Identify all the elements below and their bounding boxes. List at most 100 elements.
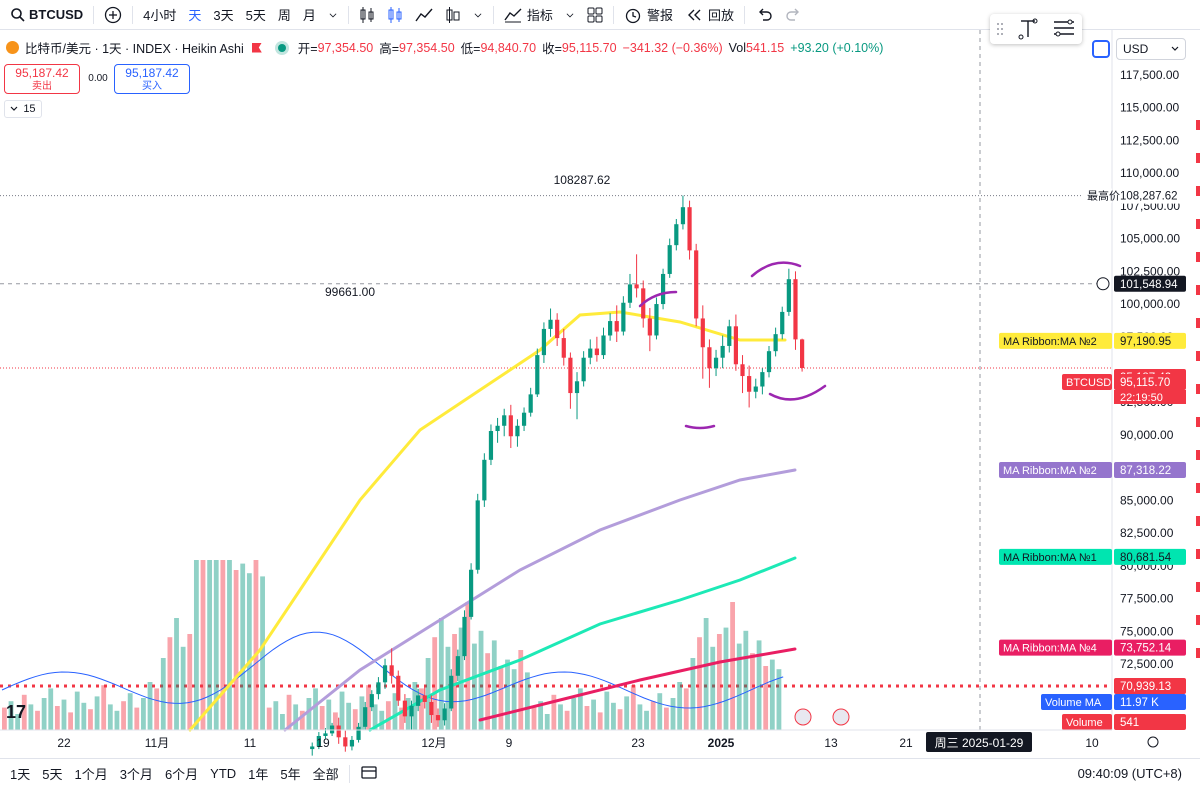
- scale-marker: [1196, 153, 1200, 163]
- candle-body: [555, 319, 560, 339]
- undo-button[interactable]: [749, 0, 779, 30]
- candle-body: [435, 715, 441, 721]
- candle-body: [760, 372, 765, 387]
- date-range-button[interactable]: [354, 764, 384, 783]
- sync-scale-icon[interactable]: [1092, 40, 1110, 58]
- price-tick: 105,000.00: [1120, 232, 1180, 246]
- bottom-range-bar: 1天 5天 1个月 3个月 6个月 YTD 1年 5年 全部 09:40:09 …: [0, 758, 1200, 788]
- interval-4h[interactable]: 4小时: [143, 8, 177, 23]
- interval-5d[interactable]: 5天: [245, 8, 266, 23]
- candles-blue-icon: [388, 6, 402, 23]
- price-label-value: 80,681.54: [1120, 552, 1172, 564]
- range-1m[interactable]: 1个月: [74, 767, 108, 782]
- buy-button[interactable]: 95,187.42 买入: [114, 64, 190, 94]
- interval-week[interactable]: 周: [277, 8, 291, 23]
- alarm-clock-icon: [625, 8, 641, 23]
- low-value: 94,840.70: [480, 40, 537, 55]
- indicators-button[interactable]: 指标: [498, 0, 559, 30]
- time-tick: 13: [824, 736, 838, 750]
- drawing-toolbar: [990, 14, 1082, 44]
- volume-bar: [2, 707, 7, 730]
- grid-layout-icon: [587, 7, 603, 22]
- measure-icon[interactable]: [1017, 18, 1039, 40]
- sell-label: 卖出: [32, 81, 52, 92]
- volume-bar: [703, 618, 709, 730]
- volume-bar: [571, 698, 577, 730]
- scale-marker: [1196, 186, 1200, 196]
- indicators-dropdown[interactable]: [559, 0, 581, 30]
- chart-type-dropdown[interactable]: [467, 0, 489, 30]
- volume-bar: [769, 659, 775, 730]
- alert-button[interactable]: 警报: [618, 0, 679, 30]
- price-label-tag: [999, 548, 1112, 565]
- drawn-arc: [638, 290, 678, 308]
- candle-body: [660, 273, 666, 305]
- range-5y[interactable]: 5年: [280, 767, 301, 782]
- volume-bar: [584, 706, 590, 730]
- volume-bar: [472, 643, 477, 730]
- symbol-label: BTCUSD: [29, 7, 84, 22]
- indicators-collapse-button[interactable]: 15: [4, 100, 42, 118]
- compare-button[interactable]: [98, 0, 128, 30]
- range-3m[interactable]: 3个月: [119, 767, 153, 782]
- volume-bar: [346, 702, 352, 730]
- interval-month[interactable]: 月: [302, 8, 316, 23]
- interval-1d[interactable]: 天: [188, 8, 202, 23]
- volume-bar: [21, 694, 27, 730]
- range-ytd[interactable]: YTD: [210, 766, 237, 781]
- symbol-search[interactable]: BTCUSD: [4, 0, 89, 30]
- volume-bar: [716, 634, 722, 730]
- currency-label: USD: [1123, 42, 1149, 56]
- price-tick: 90,000.00: [1120, 428, 1174, 442]
- volume-bar: [141, 698, 146, 730]
- candle-body: [402, 700, 407, 717]
- sell-button[interactable]: 95,187.42 卖出: [4, 64, 80, 94]
- range-5d[interactable]: 5天: [42, 767, 63, 782]
- chevron-down-icon: [11, 106, 18, 111]
- chart-type-hollow-button[interactable]: [381, 0, 409, 30]
- candle-body: [482, 459, 487, 501]
- price-label-tag: [1062, 373, 1112, 390]
- chevron-down-icon: [329, 12, 337, 17]
- candle-body: [674, 224, 679, 246]
- range-1d[interactable]: 1天: [10, 767, 31, 782]
- fib-lines-icon[interactable]: [1052, 18, 1076, 40]
- drag-handle-icon[interactable]: [996, 22, 1004, 36]
- scale-marker: [1196, 615, 1200, 625]
- range-6m[interactable]: 6个月: [164, 767, 199, 782]
- time-tick: 12月: [421, 736, 446, 750]
- candle-body: [568, 357, 573, 394]
- price-label-tag: [1083, 187, 1112, 204]
- price-chart[interactable]: 108287.62 99661.00 17 117,500.00 115,000.00…: [0, 30, 1200, 758]
- volume-bar: [127, 693, 133, 730]
- line-chart-icon: [415, 8, 433, 21]
- price-tick: 115,000.00: [1120, 101, 1179, 115]
- price-label-box: [1114, 187, 1186, 204]
- chart-type-line-button[interactable]: [409, 0, 439, 30]
- currency-select[interactable]: USD: [1116, 38, 1186, 60]
- replay-button[interactable]: 回放: [679, 0, 740, 30]
- price-label-box: [1114, 694, 1186, 710]
- price-label-box: [1114, 639, 1186, 656]
- chart-type-candles-button[interactable]: [353, 0, 381, 30]
- volume-bar: [114, 710, 120, 730]
- range-all[interactable]: 全部: [312, 767, 339, 782]
- layouts-button[interactable]: [581, 0, 609, 30]
- range-1y[interactable]: 1年: [248, 767, 269, 782]
- redo-button[interactable]: [779, 0, 809, 30]
- chart-type-heikin-button[interactable]: [439, 0, 467, 30]
- vol-value: 541.15: [746, 40, 785, 55]
- volume-bar: [657, 693, 663, 730]
- interval-dropdown[interactable]: [322, 0, 344, 30]
- candle-body: [310, 746, 315, 750]
- volume-bar: [154, 688, 160, 730]
- candle-body: [475, 500, 480, 570]
- scale-marker: [1196, 318, 1200, 328]
- candle-body: [429, 701, 434, 716]
- interval-3d[interactable]: 3天: [213, 8, 234, 23]
- volume-bar: [313, 688, 318, 730]
- volume-bar: [15, 714, 21, 730]
- volume-bar: [333, 712, 338, 730]
- candle-body: [574, 381, 580, 394]
- volume-bar: [683, 688, 689, 730]
